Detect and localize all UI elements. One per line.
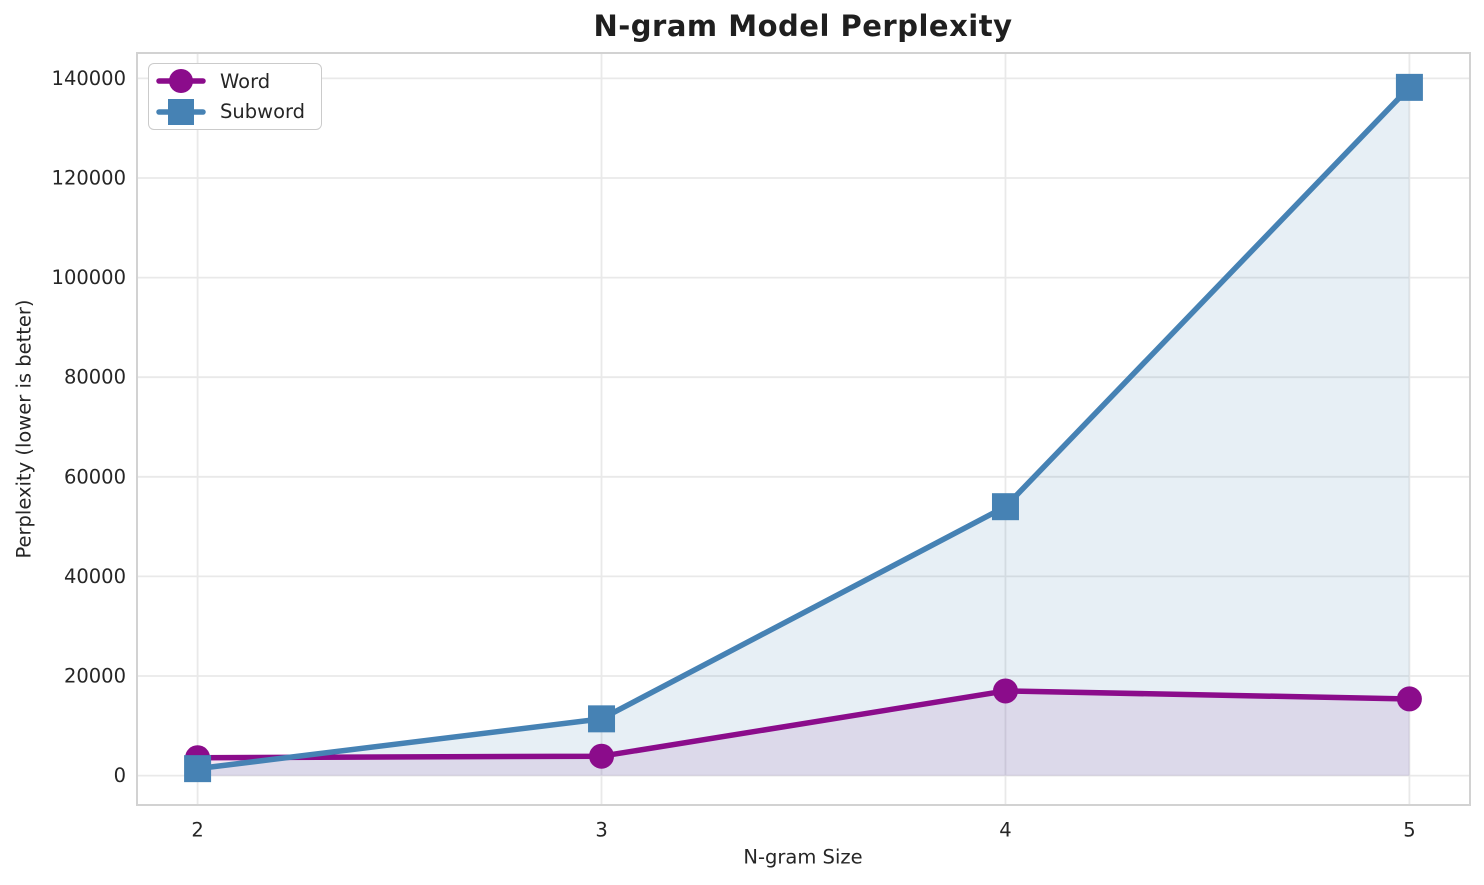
word-line — [194, 688, 1413, 761]
y-tick-label: 120000 — [52, 167, 126, 190]
legend: Word Subword — [148, 63, 323, 130]
y-axis-label: Perplexity (lower is better) — [12, 299, 36, 559]
x-tick-label: 4 — [999, 819, 1011, 842]
subword-line — [194, 84, 1413, 772]
y-tick-label: 0 — [114, 764, 126, 787]
x-tick-label: 3 — [595, 819, 607, 842]
legend-label-subword: Subword — [220, 100, 306, 123]
x-tick-label: 2 — [191, 819, 203, 842]
word-line-circle-marker-icon — [156, 69, 206, 94]
subword-line-square-marker-icon — [156, 98, 206, 125]
y-tick-label: 100000 — [52, 266, 126, 289]
subword-marker — [588, 705, 616, 733]
subword-area-fill — [197, 87, 1410, 776]
chart-title: N-gram Model Perplexity — [593, 9, 1013, 43]
word-marker — [589, 743, 615, 769]
legend-item-word: Word — [155, 66, 305, 97]
x-axis-label: N-gram Size — [743, 845, 863, 869]
subword-marker — [1395, 73, 1423, 101]
y-tick-label: 60000 — [64, 465, 126, 488]
x-tick-label: 5 — [1403, 819, 1415, 842]
subword-marker — [184, 755, 212, 783]
y-tick-label: 40000 — [64, 565, 126, 588]
legend-label-word: Word — [220, 69, 271, 93]
subword-marker — [991, 493, 1019, 521]
word-area-fill — [197, 690, 1410, 776]
y-tick-label: 140000 — [52, 67, 126, 90]
y-tick-label: 80000 — [64, 366, 126, 389]
y-tick-label: 20000 — [64, 665, 126, 688]
plot-border — [136, 52, 1471, 806]
word-marker — [992, 678, 1018, 704]
legend-item-subword: Subword — [155, 97, 305, 128]
word-marker — [1396, 686, 1422, 712]
